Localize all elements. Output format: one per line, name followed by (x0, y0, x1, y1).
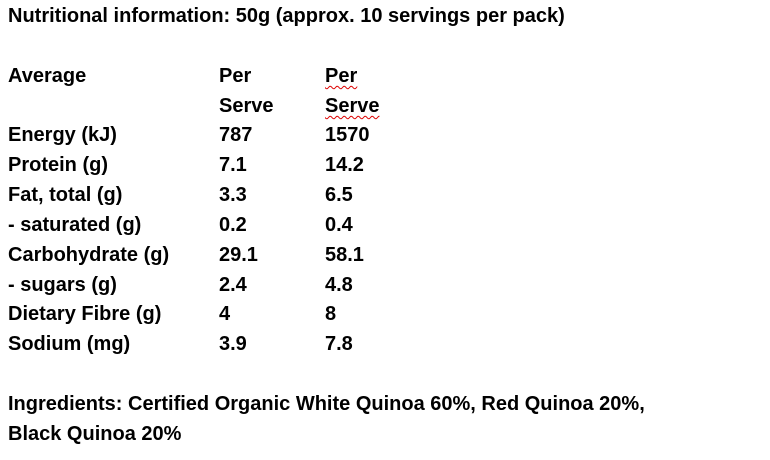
ingredients-line: Black Quinoa 20% (8, 423, 182, 445)
cell: 14.2 (325, 153, 364, 176)
cell: 3.3 (219, 183, 247, 206)
cell: 4.8 (325, 273, 353, 296)
row-label: - sugars (g) (8, 273, 117, 296)
row-label: Sodium (mg) (8, 333, 131, 356)
row-label: Dietary Fibre (g) (8, 303, 162, 326)
column-header: Average (8, 65, 87, 87)
cell: 2.4 (219, 273, 247, 296)
row-label: Carbohydrate (g) (8, 243, 170, 266)
cell: 29.1 (219, 243, 258, 266)
column-header: Per Serve (219, 65, 274, 117)
cell: 1570 (325, 124, 370, 146)
row-label: Fat, total (g) (8, 183, 123, 206)
cell: 0.4 (325, 213, 353, 236)
row-label: - saturated (g) (8, 213, 142, 236)
cell: 58.1 (325, 243, 364, 266)
cell: 7.1 (219, 153, 247, 176)
row-label: Energy (kJ) (8, 124, 117, 146)
title: Nutritional information: 50g (approx. 10… (8, 5, 565, 27)
cell: 0.2 (219, 213, 247, 236)
cell: 4 (219, 303, 231, 326)
cell: 787 (219, 124, 253, 146)
row-label: Protein (g) (8, 153, 108, 176)
cell: 3.9 (219, 333, 247, 356)
cell: 6.5 (325, 183, 353, 206)
ingredients-line: Ingredients: Certified Organic White Qui… (8, 393, 645, 415)
cell: 7.8 (325, 333, 353, 356)
column-header: Per Serve (325, 65, 380, 117)
cell: 8 (325, 303, 337, 326)
